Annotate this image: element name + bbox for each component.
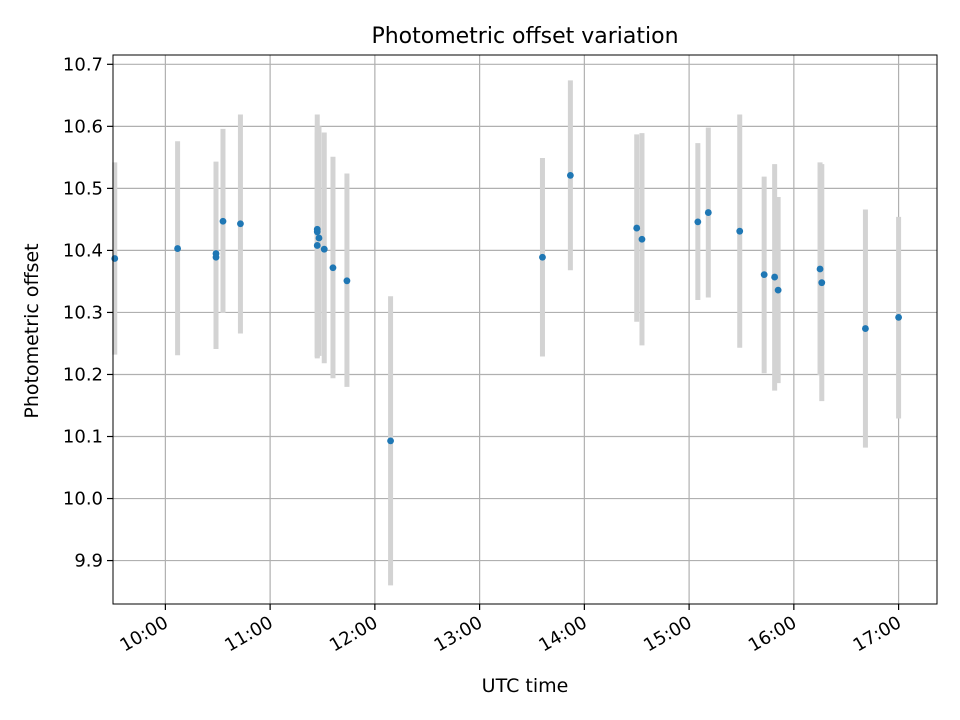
grid-lines xyxy=(113,55,937,604)
data-point xyxy=(818,279,826,287)
data-point xyxy=(237,220,244,228)
data-point xyxy=(329,264,337,272)
data-point xyxy=(111,255,119,262)
data-point xyxy=(862,325,869,332)
data-point xyxy=(387,437,394,445)
y-tick-label: 10.2 xyxy=(63,364,103,385)
plot-area-frame xyxy=(112,54,938,605)
data-point xyxy=(313,228,321,236)
data-point xyxy=(566,171,574,179)
data-point xyxy=(174,245,181,252)
y-axis-ticks: 9.9 10.0 10.1 10.2 10.3 10.4 10.5 10.6 10.7 xyxy=(63,54,113,572)
y-tick-label: 10.3 xyxy=(63,302,103,323)
data-point xyxy=(343,277,351,285)
data-point xyxy=(638,235,646,243)
data-point xyxy=(315,234,323,242)
data-point xyxy=(219,217,227,225)
data-point xyxy=(771,273,779,281)
data-point xyxy=(539,253,546,261)
y-tick-label: 10.6 xyxy=(63,116,103,137)
y-tick-label: 10.4 xyxy=(63,240,103,261)
data-point xyxy=(694,218,702,226)
y-axis-label: Photometric offset xyxy=(21,243,43,418)
y-tick-label: 9.9 xyxy=(74,551,103,572)
y-tick-label: 10.7 xyxy=(63,54,103,75)
data-point xyxy=(320,245,328,253)
data-point xyxy=(816,265,824,273)
data-point xyxy=(704,209,712,216)
y-tick-label: 10.5 xyxy=(63,178,103,199)
data-point xyxy=(313,242,321,249)
x-axis-label: UTC time xyxy=(482,675,569,697)
data-point xyxy=(895,314,902,321)
data-point xyxy=(774,286,782,294)
chart-title: Photometric offset variation xyxy=(371,24,678,49)
data-point xyxy=(760,271,768,278)
y-tick-label: 10.1 xyxy=(63,427,103,448)
data-point xyxy=(212,253,220,261)
y-tick-label: 10.0 xyxy=(63,489,103,510)
data-markers xyxy=(111,171,902,445)
data-point xyxy=(633,224,641,232)
data-point xyxy=(736,227,744,235)
